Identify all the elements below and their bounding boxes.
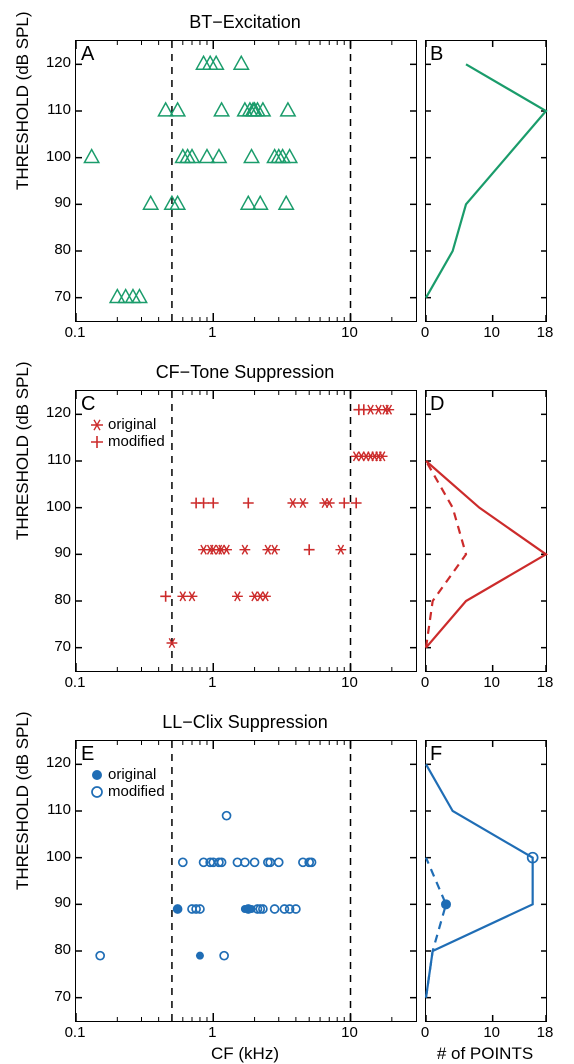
legend-label: original [108,417,156,434]
scatter-panel-A [75,40,417,322]
y-axis-label: THRESHOLD (dB SPL) [13,520,33,540]
scatter-panel-C: originalmodified [75,390,417,672]
panel-title-C: CF−Tone Suppression [75,362,415,383]
panel-letter-D: D [430,393,444,416]
legend-label: original [108,767,156,784]
y-axis-label: THRESHOLD (dB SPL) [13,870,33,890]
x-axis-label: CF (kHz) [75,1044,415,1064]
panel-letter-B: B [430,43,443,66]
hist-panel-F [425,740,547,1022]
hist-panel-B [425,40,547,322]
legend-C: originalmodified [90,417,165,450]
panel-title-A: BT−Excitation [75,12,415,33]
y-axis-label: THRESHOLD (dB SPL) [13,170,33,190]
figure-root: BT−Excitation0.1110708090100110120ATHRES… [0,0,574,1050]
hist-panel-D [425,390,547,672]
scatter-panel-E: originalmodified [75,740,417,1022]
panel-letter-C: C [81,393,95,416]
legend-label: modified [108,434,165,451]
legend-E: originalmodified [90,767,165,800]
panel-letter-E: E [81,743,94,766]
legend-label: modified [108,784,165,801]
panel-title-E: LL−Clix Suppression [75,712,415,733]
panel-letter-F: F [430,743,442,766]
panel-letter-A: A [81,43,94,66]
hist-axis-label: # of POINTS [425,1044,545,1064]
